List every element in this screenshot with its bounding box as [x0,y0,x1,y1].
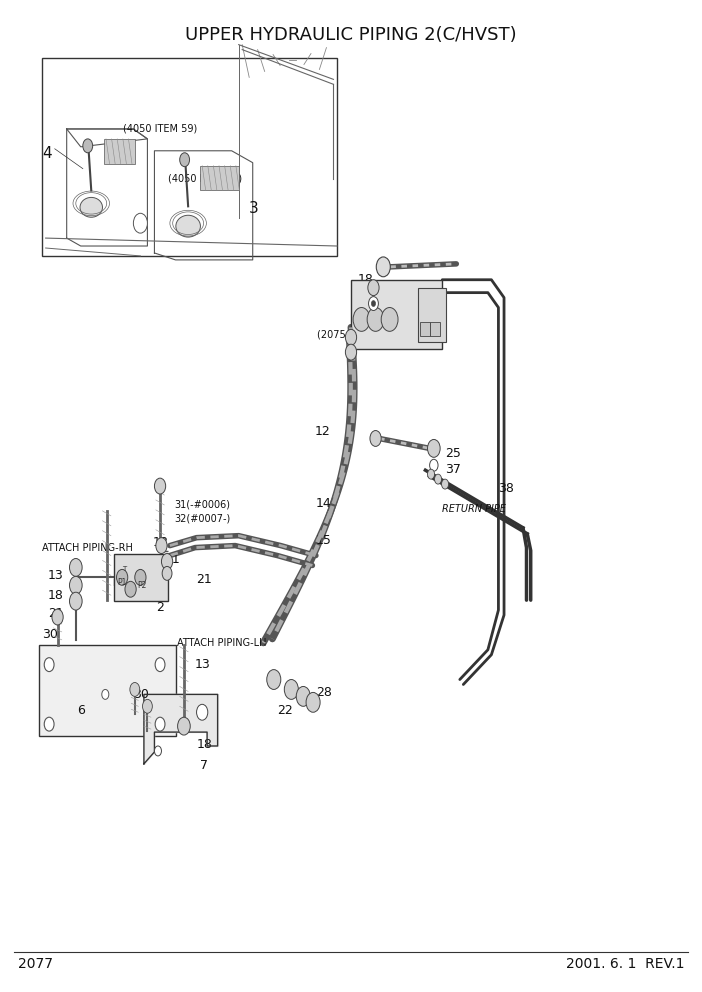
Circle shape [102,689,109,699]
Circle shape [367,308,384,331]
Circle shape [52,609,63,625]
Text: 18: 18 [153,536,169,550]
Bar [418,288,446,342]
Text: (4050 ITEM 60): (4050 ITEM 60) [168,174,243,184]
Text: 37: 37 [445,462,461,476]
Text: ATTACH PIPING-RH: ATTACH PIPING-RH [42,543,133,553]
Circle shape [306,692,320,712]
Bar [114,554,168,601]
Bar [42,58,337,256]
Circle shape [353,308,370,331]
Circle shape [376,257,390,277]
Text: ATTACH PIPING-LH: ATTACH PIPING-LH [177,638,266,648]
Text: 25: 25 [445,446,461,460]
Bar [420,322,430,336]
Text: 30: 30 [42,628,58,642]
Text: (2075 ITEM 1): (2075 ITEM 1) [317,329,385,339]
Circle shape [154,746,161,756]
Circle shape [69,558,82,576]
Circle shape [130,682,140,696]
Text: 21: 21 [197,572,212,586]
Circle shape [442,479,449,489]
Circle shape [117,569,128,585]
Circle shape [154,478,166,494]
Bar [430,322,440,336]
Circle shape [178,717,190,735]
Circle shape [428,439,440,457]
Text: 31(-#0006): 31(-#0006) [174,500,230,510]
Text: (4050 ITEM 59): (4050 ITEM 59) [123,124,197,134]
Text: P2: P2 [135,582,146,592]
Text: 7: 7 [200,759,208,773]
Circle shape [369,297,378,310]
Circle shape [381,308,398,331]
Text: 13: 13 [48,568,63,582]
Text: 18: 18 [48,588,64,602]
Text: 15: 15 [316,534,332,548]
Circle shape [428,469,435,479]
Circle shape [44,658,54,672]
Circle shape [345,329,357,345]
Circle shape [155,717,165,731]
Circle shape [69,592,82,610]
Circle shape [133,213,147,233]
Circle shape [345,344,357,360]
Text: 20: 20 [358,291,374,305]
Text: 13: 13 [195,658,211,672]
Circle shape [83,139,93,153]
Bar [200,166,239,190]
Text: 22: 22 [277,703,293,717]
Text: 21: 21 [164,553,180,566]
Text: 2: 2 [157,600,164,614]
Circle shape [69,576,82,594]
Bar [104,139,135,164]
Bar [351,280,442,349]
Text: P1: P1 [117,578,126,587]
Circle shape [370,431,381,446]
Circle shape [161,554,173,569]
Circle shape [267,670,281,689]
Text: 30: 30 [133,687,150,701]
Polygon shape [144,694,218,764]
Text: 36: 36 [358,307,373,320]
Text: 32(#0007-): 32(#0007-) [174,514,230,524]
Circle shape [435,474,442,484]
Ellipse shape [176,215,201,237]
Text: 4: 4 [42,146,52,162]
Circle shape [368,280,379,296]
Circle shape [155,658,165,672]
Circle shape [135,569,146,585]
Circle shape [125,581,136,597]
Text: 2077: 2077 [18,957,53,971]
Circle shape [197,704,208,720]
Ellipse shape [80,197,102,217]
Circle shape [143,699,152,713]
Text: P1: P1 [112,578,123,588]
Text: 14: 14 [316,497,331,511]
Circle shape [156,538,167,554]
Circle shape [430,459,438,471]
Text: 28: 28 [316,685,332,699]
Text: 3: 3 [249,200,259,216]
Circle shape [162,566,172,580]
Circle shape [284,680,298,699]
Text: P2: P2 [138,581,147,590]
Text: 2001. 6. 1  REV.1: 2001. 6. 1 REV.1 [566,957,684,971]
Circle shape [180,153,190,167]
Circle shape [371,301,376,307]
Text: RETURN PIPE: RETURN PIPE [442,504,506,514]
Text: UPPER HYDRAULIC PIPING 2(C/HVST): UPPER HYDRAULIC PIPING 2(C/HVST) [185,26,517,44]
Text: 12: 12 [314,425,330,438]
Circle shape [296,686,310,706]
Bar [39,645,176,736]
Text: 18: 18 [358,273,374,287]
Text: 18: 18 [197,737,213,751]
Circle shape [44,717,54,731]
Text: T: T [122,566,126,572]
Text: 6: 6 [77,703,85,717]
Text: 21: 21 [48,606,63,620]
Text: 38: 38 [498,481,515,495]
